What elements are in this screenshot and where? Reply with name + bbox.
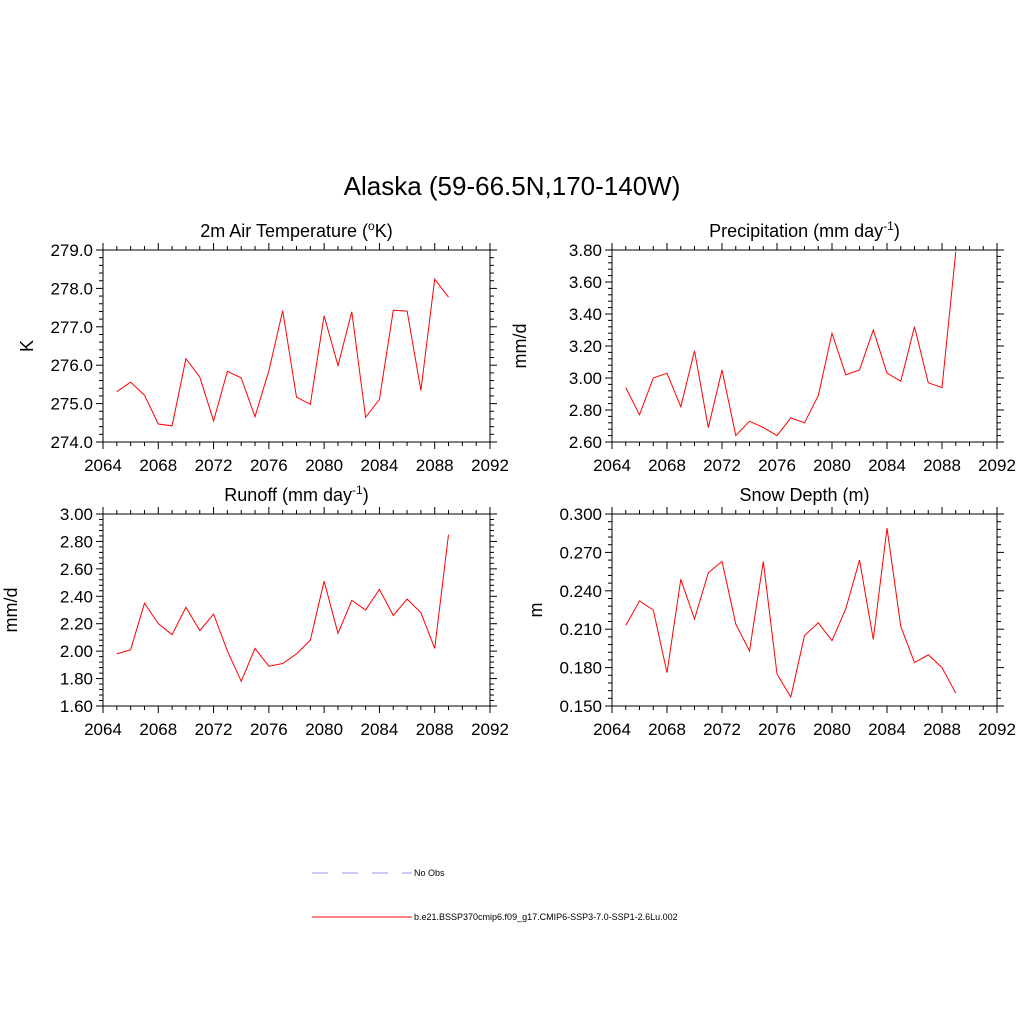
chart-panel-4: Snow Depth (m) m 2064 2068 2072 2076 2080 2084 2… xyxy=(526,485,1016,739)
y-tick-label: 0.270 xyxy=(559,543,602,562)
y-tick-label: 277.0 xyxy=(50,318,93,337)
y-axis-label: K xyxy=(17,340,37,352)
y-tick-label: 3.00 xyxy=(569,369,602,388)
y-tick-label: 0.300 xyxy=(559,505,602,524)
x-tick-label: 2064 xyxy=(84,720,122,739)
y-tick-label: 276.0 xyxy=(50,356,93,375)
x-tick-label: 2076 xyxy=(250,456,288,475)
x-tick-label: 2080 xyxy=(305,456,343,475)
x-tick-label: 2092 xyxy=(471,720,509,739)
legend-model-label: b.e21.BSSP370cmip6.f09_g17.CMIP6-SSP3-7.… xyxy=(414,912,678,922)
plot-frame xyxy=(102,249,491,443)
x-tick-label: 2064 xyxy=(593,720,631,739)
plot-frame xyxy=(102,513,491,707)
y-tick-label: 279.0 xyxy=(50,241,93,260)
plot-frame xyxy=(611,249,998,443)
y-tick-label: 0.150 xyxy=(559,697,602,716)
y-tick-label: 2.60 xyxy=(569,433,602,452)
y-tick-label: 2.00 xyxy=(60,642,93,661)
legend-obs-label: No Obs xyxy=(414,868,445,878)
y-tick-label: 0.210 xyxy=(559,620,602,639)
y-tick-label: 2.60 xyxy=(60,560,93,579)
x-tick-label: 2080 xyxy=(813,720,851,739)
panel-title: Runoff (mm day-1) xyxy=(224,483,368,505)
series-line xyxy=(116,534,449,683)
x-tick-label: 2068 xyxy=(139,456,177,475)
y-tick-label: 2.80 xyxy=(60,532,93,551)
x-tick-label: 2092 xyxy=(978,720,1016,739)
series-line xyxy=(116,277,449,427)
x-tick-label: 2072 xyxy=(195,456,233,475)
y-tick-label: 3.00 xyxy=(60,505,93,524)
y-tick-label: 3.60 xyxy=(569,273,602,292)
x-tick-label: 2084 xyxy=(868,720,906,739)
x-tick-label: 2064 xyxy=(593,456,631,475)
x-tick-label: 2076 xyxy=(758,720,796,739)
x-tick-label: 2080 xyxy=(813,456,851,475)
legend: No Obs b.e21.BSSP370cmip6.f09_g17.CMIP6-… xyxy=(312,868,678,922)
x-tick-label: 2084 xyxy=(868,456,906,475)
x-tick-label: 2088 xyxy=(416,456,454,475)
y-tick-label: 3.20 xyxy=(569,337,602,356)
panels-group: 2m Air Temperature (oK) K 2064 2068 2072 2076… xyxy=(1,219,1016,739)
plot-frame xyxy=(611,513,998,707)
y-axis-label: m xyxy=(526,603,546,618)
x-tick-label: 2064 xyxy=(84,456,122,475)
x-tick-label: 2076 xyxy=(250,720,288,739)
y-tick-label: 1.80 xyxy=(60,670,93,689)
series-line xyxy=(625,251,957,437)
x-tick-label: 2088 xyxy=(923,720,961,739)
x-tick-label: 2068 xyxy=(139,720,177,739)
y-tick-label: 275.0 xyxy=(50,395,93,414)
x-tick-label: 2080 xyxy=(305,720,343,739)
y-axis-label: mm/d xyxy=(510,324,530,369)
x-tick-label: 2068 xyxy=(648,720,686,739)
y-tick-label: 0.240 xyxy=(559,582,602,601)
y-tick-label: 0.180 xyxy=(559,659,602,678)
chart-panel-2: Precipitation (mm day-1) mm/d 2064 2068 2072… xyxy=(510,219,1016,475)
chart-panel-3: Runoff (mm day-1) mm/d 2064 2068 2072 2076 208… xyxy=(1,483,509,739)
x-tick-label: 2092 xyxy=(471,456,509,475)
x-tick-label: 2072 xyxy=(703,456,741,475)
x-tick-label: 2084 xyxy=(361,456,399,475)
x-tick-label: 2088 xyxy=(416,720,454,739)
x-tick-label: 2076 xyxy=(758,456,796,475)
panel-title: 2m Air Temperature (oK) xyxy=(200,219,392,241)
y-tick-label: 1.60 xyxy=(60,697,93,716)
y-tick-label: 3.40 xyxy=(569,305,602,324)
y-tick-label: 2.80 xyxy=(569,401,602,420)
y-tick-label: 2.20 xyxy=(60,615,93,634)
y-tick-label: 3.80 xyxy=(569,241,602,260)
series-line xyxy=(625,528,957,699)
panel-title: Precipitation (mm day-1) xyxy=(709,219,900,241)
x-tick-label: 2072 xyxy=(703,720,741,739)
x-tick-label: 2084 xyxy=(361,720,399,739)
x-tick-label: 2068 xyxy=(648,456,686,475)
y-tick-label: 278.0 xyxy=(50,279,93,298)
y-tick-label: 274.0 xyxy=(50,433,93,452)
x-tick-label: 2088 xyxy=(923,456,961,475)
x-tick-label: 2092 xyxy=(978,456,1016,475)
y-tick-label: 2.40 xyxy=(60,587,93,606)
figure-title: Alaska (59-66.5N,170-140W) xyxy=(344,171,681,201)
y-axis-label: mm/d xyxy=(1,588,21,633)
x-tick-label: 2072 xyxy=(195,720,233,739)
panel-title: Snow Depth (m) xyxy=(739,485,869,505)
chart-panel-1: 2m Air Temperature (oK) K 2064 2068 2072 2076… xyxy=(17,219,509,475)
